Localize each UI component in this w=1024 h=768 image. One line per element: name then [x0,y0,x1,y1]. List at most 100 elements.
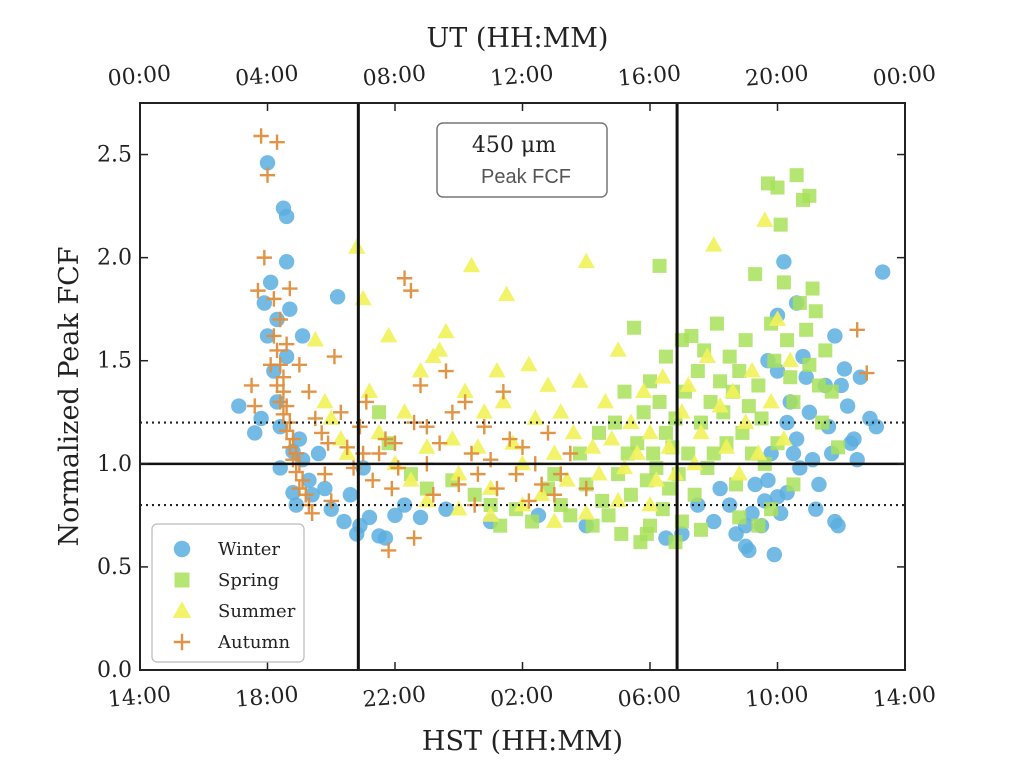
data-point-autumn [278,398,295,414]
legend: Winter Spring Summer Autumn [151,523,305,663]
data-point-spring [815,415,830,430]
data-point-autumn [553,466,569,482]
data-point-summer [306,331,324,347]
data-point-autumn [259,167,276,183]
data-point-spring [732,510,747,525]
data-point-summer [545,512,564,528]
data-point-winter [387,507,403,524]
data-point-winter [836,361,853,377]
data-point-spring [799,322,814,337]
data-point-autumn [272,311,288,328]
data-point-spring [662,481,677,496]
legend-item-autumn: Autumn [173,632,290,653]
data-point-summer [539,376,557,392]
data-point-summer [475,403,493,419]
data-point-autumn [282,280,298,297]
data-point-summer [443,429,462,446]
data-point-winter [361,509,378,526]
data-point-winter [412,509,429,526]
data-point-autumn [275,383,292,400]
data-point-autumn [298,487,314,503]
legend-marker-spring [174,572,190,588]
y-tick-label: 0.0 [97,658,132,683]
y-tick-label: 1.0 [97,452,132,477]
data-point-winter [272,460,288,476]
data-point-spring [713,374,728,389]
data-point-autumn [403,282,419,299]
data-point-spring [572,446,587,461]
data-point-autumn [849,322,865,338]
data-point-summer [545,444,564,460]
data-point-autumn [285,431,301,447]
data-point-spring [525,514,540,529]
data-point-winter [329,289,346,305]
data-point-summer [768,310,787,326]
data-point-winter [336,513,352,530]
data-point-spring [563,508,578,523]
data-point-autumn [250,282,266,299]
data-point-winter [747,476,763,493]
data-point-spring [792,295,807,310]
data-point-autumn [463,445,480,462]
data-point-summer [513,495,532,512]
data-point-winter [808,501,824,517]
data-point-summer [481,479,500,495]
data-point-spring [652,394,667,409]
data-point-winter [868,419,885,435]
data-point-summer [450,500,468,516]
data-point-winter [253,410,269,427]
data-point-summer [705,236,723,252]
data-point-spring [706,446,721,461]
legend-marker-winter [173,540,191,558]
data-point-summer [526,409,544,425]
x-tick-label: 10:00 [744,682,809,712]
data-point-winter [278,254,295,270]
data-point-summer [596,392,615,409]
data-point-spring [467,487,482,502]
data-point-summer [724,382,742,399]
data-point-summer [462,256,481,273]
data-point-autumn [451,476,467,493]
data-point-autumn [425,487,441,503]
y-tick-label: 0.5 [97,555,132,580]
top-tick-label: 12:00 [489,61,554,91]
series-summer [306,211,799,528]
data-point-summer [622,413,640,429]
data-point-autumn [256,249,273,266]
data-point-winter [282,301,298,317]
data-point-winter [798,369,814,385]
data-point-autumn [323,493,339,509]
data-point-spring [818,343,833,358]
data-point-summer [418,438,436,454]
data-point-spring [623,487,638,502]
data-point-autumn [377,431,394,447]
data-point-winter [294,328,311,344]
x-tick-label: 14:00 [872,682,937,712]
data-point-winter [804,451,821,468]
data-point-summer [577,252,595,269]
data-point-spring [754,411,769,426]
data-point-spring [773,217,788,232]
data-point-winter [846,431,862,447]
data-point-spring [780,333,795,348]
data-point-spring [668,535,683,550]
data-point-spring [694,415,708,430]
data-point-autumn [859,365,875,381]
x-tick-label: 18:00 [234,682,299,712]
data-point-spring [493,518,508,533]
data-point-spring [655,502,670,517]
series-autumn [243,128,875,559]
data-point-summer [450,465,468,481]
y-axis-title: Normalized Peak FCF [54,247,85,547]
top-tick-label: 00:00 [107,61,172,91]
legend-item-spring: Spring [174,570,279,591]
data-point-winter [262,274,279,291]
data-point-spring [811,378,826,393]
y-tick-label: 2.0 [97,246,132,271]
data-point-winter [874,264,891,280]
data-point-autumn [269,342,285,359]
data-point-autumn [275,369,292,385]
data-point-summer [781,351,799,368]
data-point-summer [717,438,736,454]
